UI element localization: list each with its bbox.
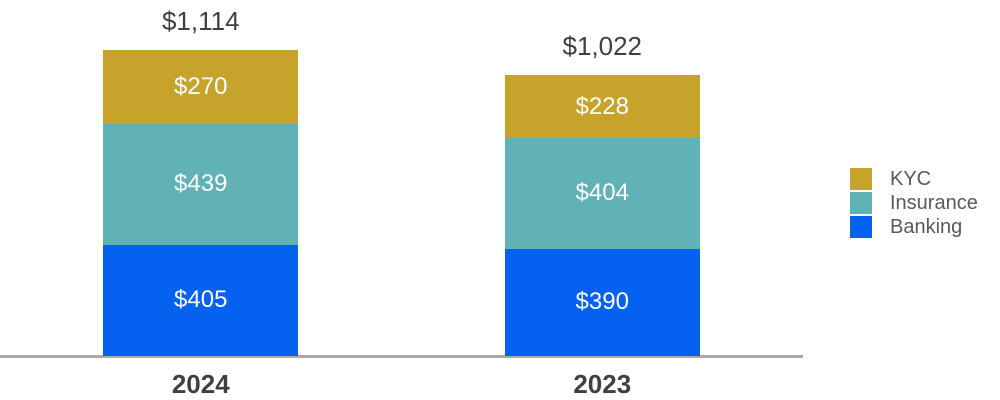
segment-value-label: $270: [174, 73, 228, 101]
segment-insurance-2023: $404: [504, 137, 700, 249]
x-axis-line: [0, 355, 803, 358]
segment-value-label: $228: [575, 92, 629, 120]
x-tick-label-2024: 2024: [171, 369, 230, 399]
legend-swatch-insurance: [850, 192, 872, 214]
segment-banking-2024: $405: [103, 244, 299, 356]
legend-swatch-kyc: [850, 168, 872, 190]
legend-item-banking: Banking: [850, 216, 978, 238]
total-label-2024: $1,114: [161, 6, 240, 36]
segment-value-label: $405: [174, 286, 228, 314]
legend-label-kyc: KYC: [890, 168, 932, 190]
legend-label-banking: Banking: [890, 216, 963, 238]
legend-item-insurance: Insurance: [850, 192, 978, 214]
legend-item-kyc: KYC: [850, 168, 978, 190]
total-label-2023: $1,022: [562, 31, 643, 62]
legend: KYC Insurance Banking: [850, 168, 978, 240]
segment-kyc-2023: $228: [504, 75, 700, 138]
x-tick-label-2023: 2023: [573, 369, 632, 399]
segment-banking-2023: $390: [504, 248, 700, 356]
segment-value-label: $439: [174, 170, 228, 198]
segment-insurance-2024: $439: [103, 124, 299, 245]
legend-swatch-banking: [850, 216, 872, 238]
segment-value-label: $404: [575, 179, 629, 207]
segment-kyc-2024: $270: [103, 50, 299, 125]
legend-label-insurance: Insurance: [890, 192, 978, 214]
segment-value-label: $390: [575, 288, 629, 316]
